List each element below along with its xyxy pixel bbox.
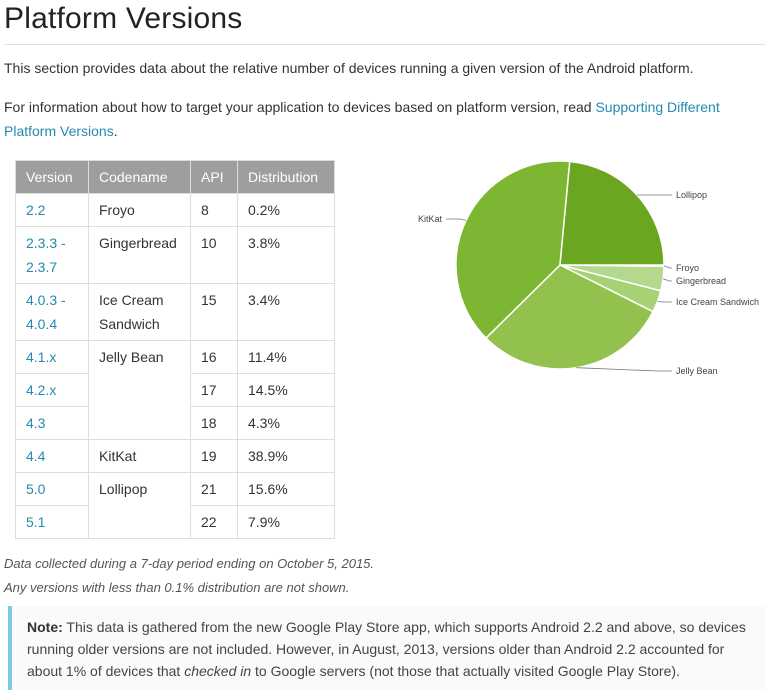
version-text-b: 2.3.7 [26, 259, 58, 275]
table-row: 4.1.x Jelly Bean 16 11.4% [15, 340, 335, 440]
api-cell: 10 [190, 226, 238, 284]
table-row: 5.1 22 7.9% [15, 505, 335, 539]
threshold-note: Any versions with less than 0.1% distrib… [4, 580, 350, 595]
version-link[interactable]: 4.2.x [15, 373, 89, 407]
version-link[interactable]: 4.4 [15, 439, 89, 473]
api-cell: 8 [190, 193, 238, 227]
version-text-a: 2.3.3 - [26, 235, 66, 251]
note-label: Note: [27, 619, 63, 635]
api-cell: 18 [190, 406, 238, 440]
distribution-cell: 11.4% [237, 340, 335, 374]
pie-slice-lollipop [559, 160, 665, 266]
codename-cell: Froyo [88, 193, 191, 227]
codename-cell: Ice Cream Sandwich [88, 283, 191, 341]
version-text-a: 4.0.3 - [26, 292, 66, 308]
codename-text-b: Sandwich [99, 316, 160, 332]
table-row: 2.2 Froyo 8 0.2% [15, 193, 335, 227]
pie-label: Lollipop [676, 190, 707, 200]
codename-cell: Jelly Bean [88, 340, 191, 440]
pie-label: Ice Cream Sandwich [676, 297, 759, 307]
table-row: 5.0 Lollipop 21 15.6% [15, 472, 335, 539]
table-row: 2.3.3 - 2.3.7 Gingerbread 10 3.8% [15, 226, 335, 284]
codename-cell: Lollipop [88, 472, 191, 539]
target-text: For information about how to target your… [4, 95, 764, 143]
pie-slices [455, 160, 665, 370]
pie-leader-line [663, 265, 672, 269]
codename-text-a: Ice Cream [99, 292, 164, 308]
distribution-cell: 38.9% [237, 439, 335, 473]
codename-cell: Gingerbread [88, 226, 191, 284]
version-link[interactable]: 2.2 [15, 193, 89, 227]
distribution-pie-chart: Froyo Gingerbread Ice Cream Sandwich Jelly … [418, 160, 759, 376]
supporting-versions-link[interactable]: Supporting Different Platform Versions [4, 99, 720, 139]
title-divider [4, 44, 765, 45]
version-link[interactable]: 5.0 [15, 472, 89, 506]
api-cell: 17 [190, 373, 238, 407]
target-text-end: . [113, 123, 118, 139]
distribution-cell: 3.4% [237, 283, 335, 341]
pie-label: KitKat [418, 214, 443, 224]
header-distribution: Distribution [237, 160, 335, 194]
pie-leader-line [446, 218, 467, 221]
api-cell: 16 [190, 340, 238, 374]
version-link[interactable]: 4.0.3 - 4.0.4 [15, 283, 89, 341]
note-callout: Note: This data is gathered from the new… [8, 606, 765, 690]
distribution-cell: 3.8% [237, 226, 335, 284]
pie-label: Jelly Bean [676, 366, 718, 376]
pie-label: Gingerbread [676, 276, 726, 286]
table-row: 4.2.x 17 14.5% [15, 373, 335, 407]
codename-cell: KitKat [88, 439, 191, 473]
distribution-cell: 7.9% [237, 505, 335, 539]
pie-slice-kitkat [455, 160, 571, 340]
version-link[interactable]: 4.1.x [15, 340, 89, 374]
api-cell: 15 [190, 283, 238, 341]
header-codename: Codename [88, 160, 191, 194]
note-body-end: to Google servers (not those that actual… [251, 663, 680, 679]
table-header-row: Version Codename API Distribution [15, 160, 335, 194]
pie-leader-lines [446, 194, 672, 372]
page-title: Platform Versions [4, 2, 243, 35]
pie-label: Froyo [676, 263, 699, 273]
distribution-cell: 15.6% [237, 472, 335, 506]
distribution-cell: 4.3% [237, 406, 335, 440]
pie-slice-jelly-bean [484, 264, 654, 370]
header-api: API [190, 160, 238, 194]
distribution-table: Version Codename API Distribution 2.2 Fr… [15, 160, 335, 539]
target-text-body: For information about how to target your… [4, 99, 596, 115]
intro-text: This section provides data about the rel… [4, 60, 694, 76]
table-row: 4.0.3 - 4.0.4 Ice Cream Sandwich 15 3.4% [15, 283, 335, 341]
pie-labels: Froyo Gingerbread Ice Cream Sandwich Jelly … [418, 190, 759, 376]
note-text: Note: This data is gathered from the new… [27, 616, 762, 682]
pie-leader-line [576, 367, 672, 372]
table-row: 4.3 18 4.3% [15, 406, 335, 440]
version-text-b: 4.0.4 [26, 316, 58, 332]
pie-leader-line [657, 301, 672, 303]
api-cell: 21 [190, 472, 238, 506]
version-link[interactable]: 2.3.3 - 2.3.7 [15, 226, 89, 284]
version-link[interactable]: 4.3 [15, 406, 89, 440]
api-cell: 19 [190, 439, 238, 473]
api-cell: 22 [190, 505, 238, 539]
table-row: 4.4 KitKat 19 38.9% [15, 439, 335, 473]
note-body: This data is gathered from the new Googl… [27, 619, 746, 679]
note-emphasis: checked in [184, 663, 252, 679]
header-version: Version [15, 160, 89, 194]
version-link[interactable]: 5.1 [15, 505, 89, 539]
pie-leader-line [662, 278, 672, 282]
distribution-cell: 14.5% [237, 373, 335, 407]
distribution-cell: 0.2% [237, 193, 335, 227]
collection-note: Data collected during a 7-day period end… [4, 556, 375, 571]
